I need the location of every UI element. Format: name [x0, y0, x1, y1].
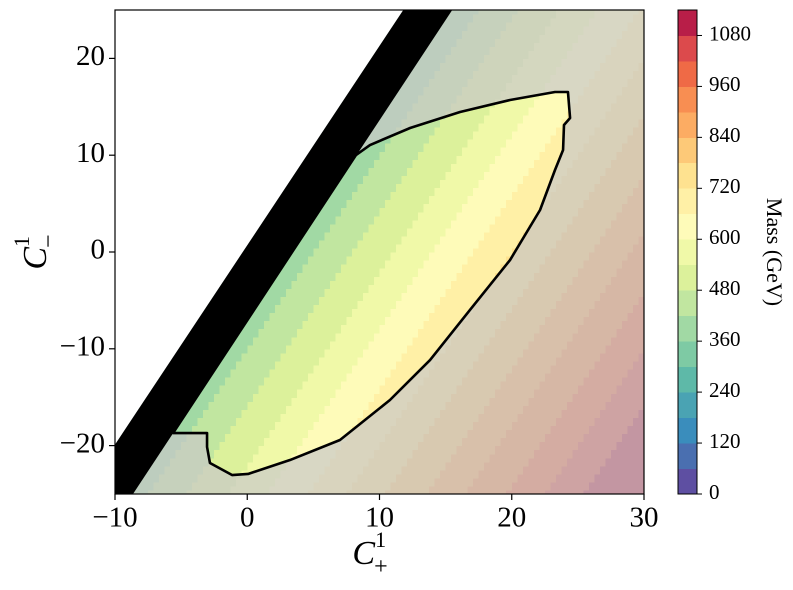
chart: C1 + C1− Mass (GeV) −10 0 10 20 30−20−1001020… — [9, 9, 787, 580]
